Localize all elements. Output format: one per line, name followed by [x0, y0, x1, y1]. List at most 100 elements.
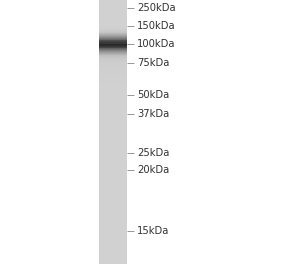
Bar [99, 131, 127, 132]
Bar [99, 170, 127, 171]
Bar [99, 175, 127, 176]
Bar [99, 187, 127, 188]
Bar [99, 98, 127, 100]
Bar [99, 111, 127, 112]
Bar [99, 179, 127, 180]
Text: 75kDa: 75kDa [137, 58, 170, 68]
Bar [99, 161, 127, 162]
Bar [99, 93, 127, 94]
Bar [99, 34, 127, 35]
Bar [99, 91, 127, 92]
Bar [99, 139, 127, 140]
Bar [99, 246, 127, 247]
Bar [99, 143, 127, 144]
Bar [99, 174, 127, 175]
Bar [99, 79, 127, 80]
Bar [99, 43, 127, 44]
Bar [99, 121, 127, 122]
Bar [99, 129, 127, 130]
Bar [99, 45, 127, 46]
Bar [99, 124, 127, 125]
Bar [99, 51, 127, 52]
Bar [99, 232, 127, 233]
Bar [99, 147, 127, 148]
Bar [99, 77, 127, 78]
Bar [99, 75, 127, 76]
Bar [99, 263, 127, 264]
Bar [99, 200, 127, 201]
Bar [99, 190, 127, 191]
Bar [99, 233, 127, 234]
Bar [99, 78, 127, 79]
Bar [99, 192, 127, 193]
Bar [99, 172, 127, 173]
Bar [99, 160, 127, 161]
Bar [99, 47, 127, 48]
Bar [99, 158, 127, 159]
Bar [99, 9, 127, 10]
Bar [99, 87, 127, 88]
Bar [99, 171, 127, 172]
Bar [99, 138, 127, 139]
Bar [99, 159, 127, 160]
Bar [99, 185, 127, 186]
Bar [99, 44, 127, 45]
Bar [99, 150, 127, 151]
Bar [99, 60, 127, 61]
Bar [99, 89, 127, 90]
Bar [99, 125, 127, 126]
Bar [99, 61, 127, 62]
Bar [99, 25, 127, 26]
Bar [99, 154, 127, 155]
Bar [99, 243, 127, 244]
Bar [99, 167, 127, 168]
Bar [99, 188, 127, 189]
Bar [99, 96, 127, 97]
Bar [99, 210, 127, 211]
Bar [99, 183, 127, 184]
Bar [99, 230, 127, 232]
Bar [99, 128, 127, 129]
Bar [99, 254, 127, 255]
Bar [99, 250, 127, 251]
Bar [99, 10, 127, 11]
Bar [99, 180, 127, 181]
Bar [99, 181, 127, 182]
Bar [99, 223, 127, 224]
Bar [99, 133, 127, 134]
Bar [99, 24, 127, 25]
Bar [99, 247, 127, 248]
Bar [99, 35, 127, 36]
Bar [99, 29, 127, 30]
Bar [99, 235, 127, 236]
Bar [99, 155, 127, 156]
Bar [99, 207, 127, 208]
Text: 20kDa: 20kDa [137, 165, 170, 175]
Bar [99, 41, 127, 42]
Bar [99, 67, 127, 68]
Bar [99, 0, 127, 1]
Bar [99, 107, 127, 108]
Bar [99, 191, 127, 192]
Bar [99, 229, 127, 230]
Bar [99, 31, 127, 32]
Bar [99, 28, 127, 29]
Bar [99, 38, 127, 39]
Bar [99, 104, 127, 105]
Bar [99, 58, 127, 59]
Bar [99, 101, 127, 102]
Bar [99, 196, 127, 197]
Bar [99, 248, 127, 249]
Bar [99, 27, 127, 28]
Bar [99, 106, 127, 107]
Bar [99, 197, 127, 198]
Bar [99, 19, 127, 20]
Bar [99, 86, 127, 87]
Bar [99, 17, 127, 18]
Bar [99, 123, 127, 124]
Bar [99, 182, 127, 183]
Bar [99, 206, 127, 207]
Bar [99, 63, 127, 64]
Bar [99, 5, 127, 6]
Bar [99, 115, 127, 116]
